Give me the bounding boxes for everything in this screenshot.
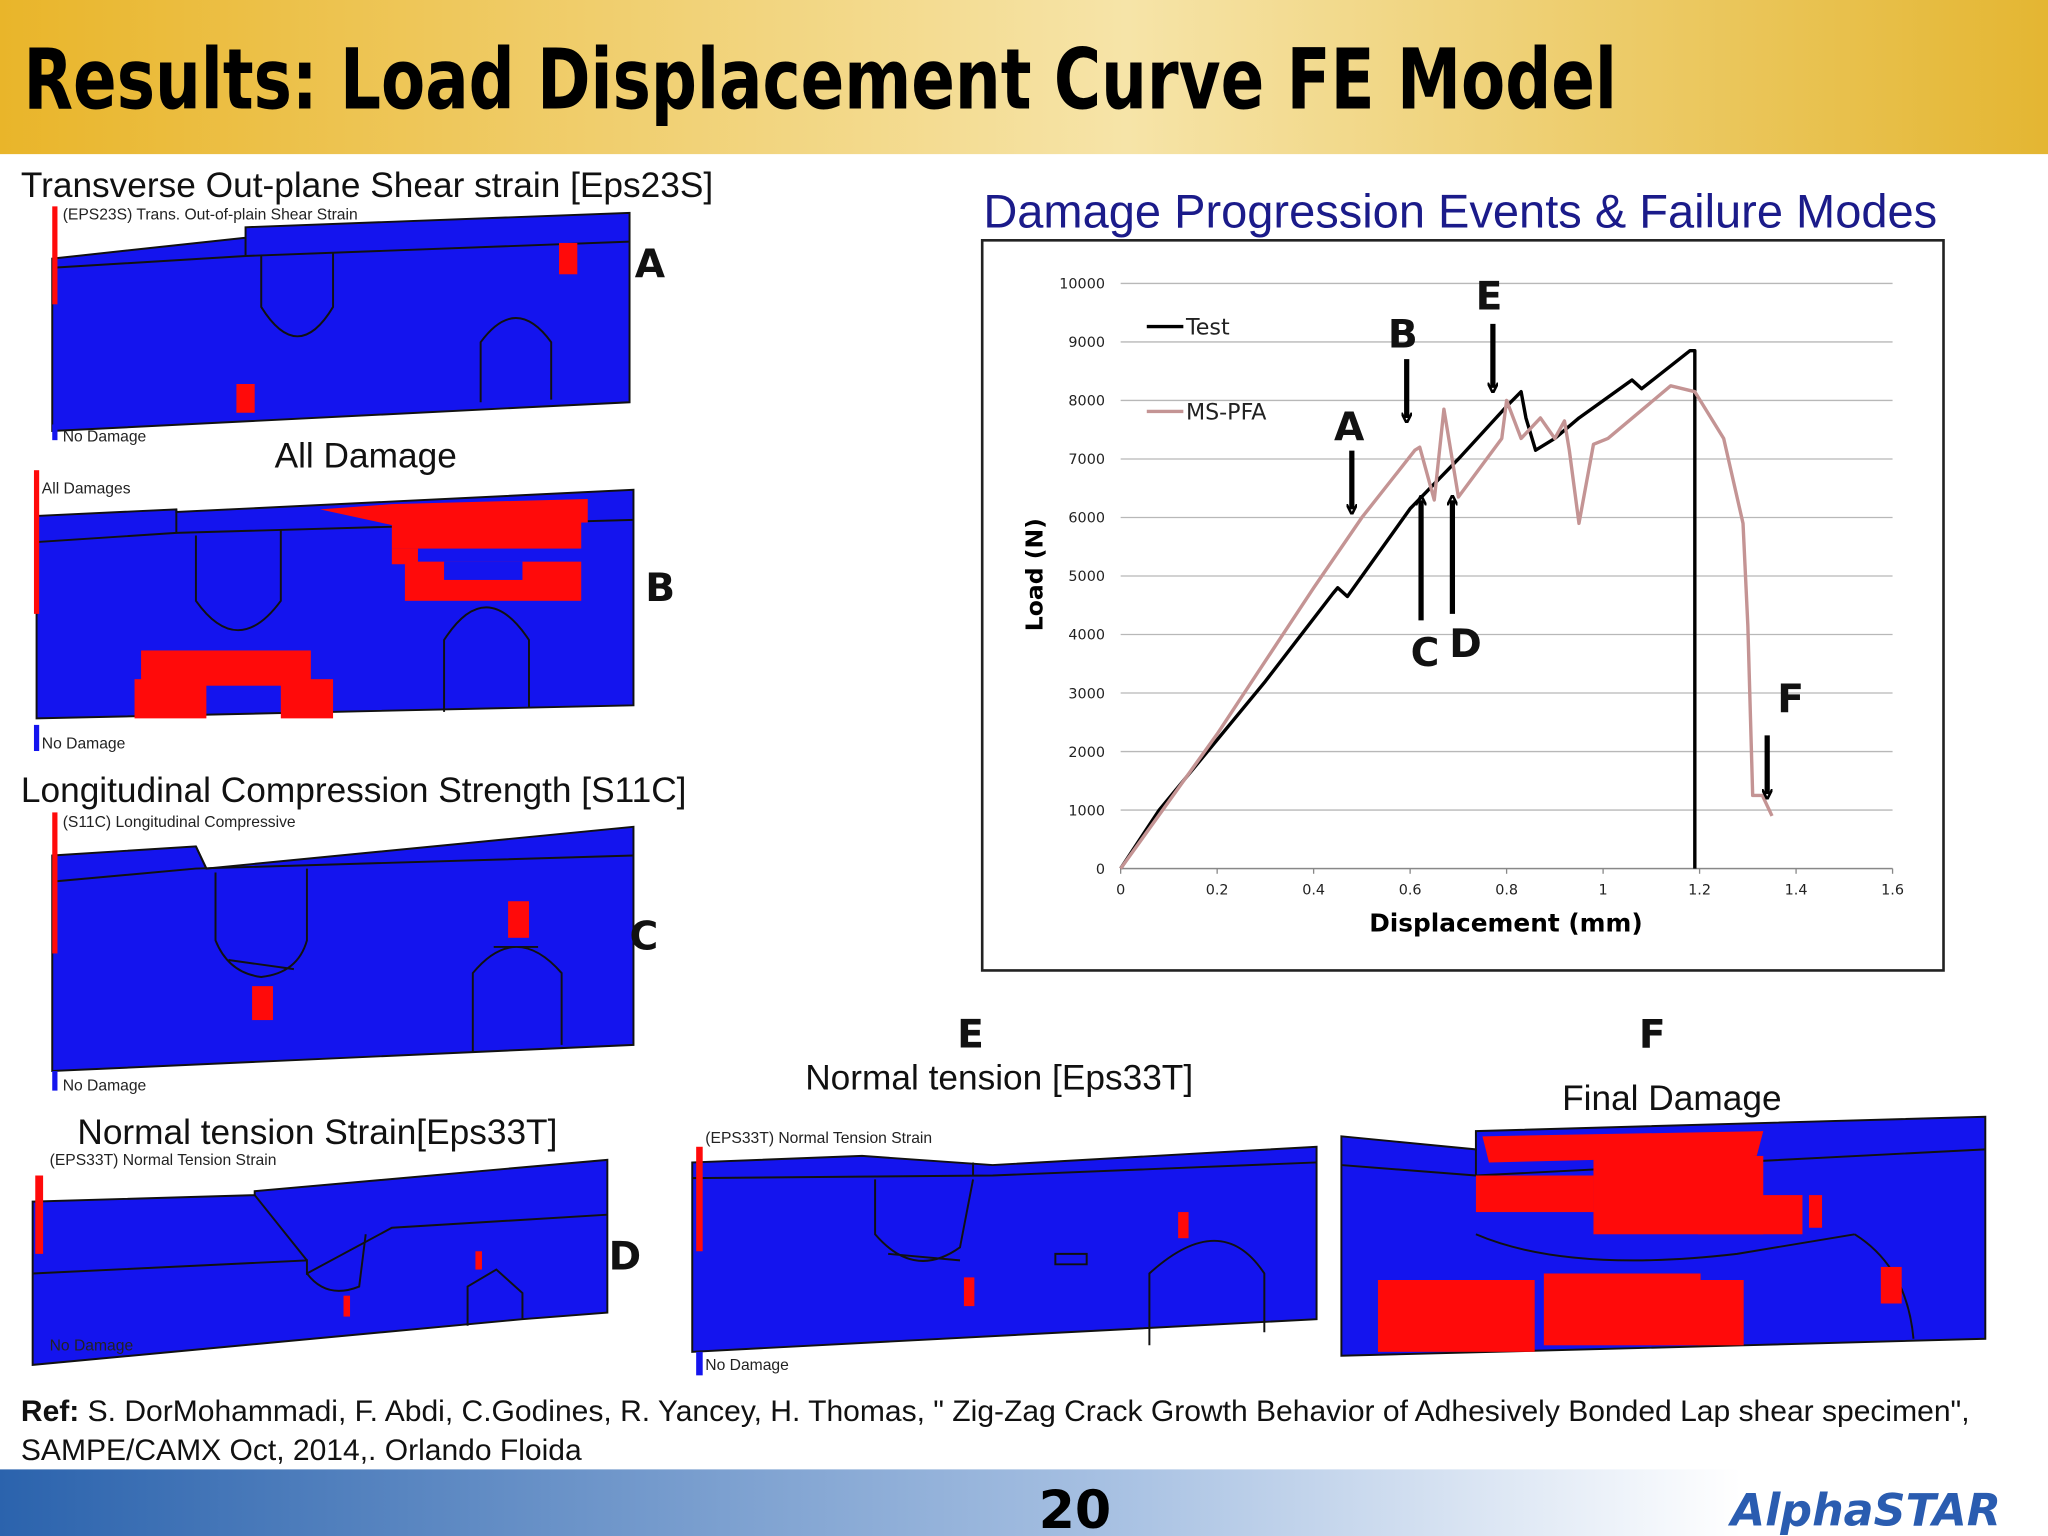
fe-image <box>51 206 631 441</box>
fe-image <box>1340 1115 1987 1357</box>
legend-bottom: No Damage <box>705 1357 789 1374</box>
y-tick-label: 10000 <box>1059 277 1105 293</box>
y-tick-label: 7000 <box>1068 452 1105 468</box>
annotation: E <box>1476 275 1503 320</box>
panel-letter: C <box>630 915 659 960</box>
y-tick-label: 2000 <box>1068 745 1105 761</box>
fe-image <box>51 812 635 1091</box>
legend-top: (EPS23S) Trans. Out-of-plain Shear Strai… <box>63 206 358 223</box>
x-tick-label: 0 <box>1116 883 1125 899</box>
panel-letter: E <box>957 1013 984 1058</box>
legend-bottom: No Damage <box>63 428 147 445</box>
panel-letter: B <box>645 566 675 611</box>
legend-top: (S11C) Longitudinal Compressive <box>63 814 296 831</box>
logo: AlphaSTAR <box>1728 1486 2001 1536</box>
legend-top: (EPS33T) Normal Tension Strain <box>50 1152 277 1169</box>
annotation: A <box>1334 405 1365 450</box>
panel-letter: D <box>609 1235 642 1280</box>
x-axis-label: Displacement (mm) <box>1369 908 1642 937</box>
plot-area: 0100020003000400050006000700080009000100… <box>1059 275 1904 899</box>
y-tick-label: 9000 <box>1068 335 1105 351</box>
annotation: D <box>1449 622 1482 667</box>
chart-frame <box>980 239 1945 972</box>
y-axis-label: Load (N) <box>1020 518 1048 631</box>
panel-caption: Normal tension [Eps33T] <box>805 1058 1193 1097</box>
fe-image <box>33 470 635 752</box>
legend-bottom: No Damage <box>50 1338 134 1355</box>
x-tick-label: 0.2 <box>1206 883 1229 899</box>
annotation: F <box>1777 677 1804 722</box>
annotation: C <box>1411 631 1440 676</box>
panel-caption: Final Damage <box>1562 1079 1781 1118</box>
y-tick-label: 8000 <box>1068 394 1105 410</box>
panel-caption: Normal tension Strain[Eps33T] <box>77 1113 557 1152</box>
fe-image <box>31 1158 609 1366</box>
reference-text: S. DorMohammadi, F. Abdi, C.Godines, R. … <box>79 1395 1969 1428</box>
reference-text: SAMPE/CAMX Oct, 2014,. Orlando Floida <box>21 1434 582 1467</box>
panel-letter: A <box>635 242 666 287</box>
annotation: B <box>1388 312 1418 357</box>
slide-title: Results: Load Displacement Curve FE Mode… <box>24 30 1617 128</box>
x-tick-label: 1.6 <box>1881 883 1904 899</box>
reference-label: Ref: <box>21 1395 79 1428</box>
panel-caption: Transverse Out-plane Shear strain [Eps23… <box>21 166 713 205</box>
x-tick-label: 1 <box>1599 883 1608 899</box>
x-tick-label: 0.6 <box>1399 883 1422 899</box>
data-line <box>1119 348 1697 870</box>
y-tick-label: 6000 <box>1068 511 1105 527</box>
y-tick-label: 4000 <box>1068 628 1105 644</box>
legend-label: MS-PFA <box>1186 399 1267 425</box>
fe-image <box>691 1145 1318 1376</box>
header-band <box>0 0 2048 155</box>
legend-top: All Damages <box>42 481 131 498</box>
panel-letter: F <box>1639 1013 1666 1058</box>
reference: Ref: S. DorMohammadi, F. Abdi, C.Godines… <box>21 1395 1970 1428</box>
y-tick-label: 3000 <box>1068 686 1105 702</box>
page-number: 20 <box>1039 1481 1112 1536</box>
panel-caption: Longitudinal Compression Strength [S11C] <box>21 771 687 810</box>
y-tick-label: 5000 <box>1068 569 1105 585</box>
x-tick-label: 1.2 <box>1688 883 1711 899</box>
x-tick-label: 0.4 <box>1302 883 1325 899</box>
x-tick-label: 1.4 <box>1785 883 1808 899</box>
footer-band <box>0 1469 2048 1536</box>
panel-caption: All Damage <box>275 437 457 476</box>
legend-label: Test <box>1185 314 1230 340</box>
x-tick-label: 0.8 <box>1495 883 1518 899</box>
chart-title: Damage Progression Events & Failure Mode… <box>983 184 1937 237</box>
y-tick-label: 1000 <box>1068 803 1105 819</box>
y-tick-label: 0 <box>1096 862 1105 878</box>
legend-bottom: No Damage <box>42 735 126 752</box>
legend-top: (EPS33T) Normal Tension Strain <box>705 1130 932 1147</box>
data-line <box>1119 384 1774 870</box>
legend-bottom: No Damage <box>63 1078 147 1095</box>
